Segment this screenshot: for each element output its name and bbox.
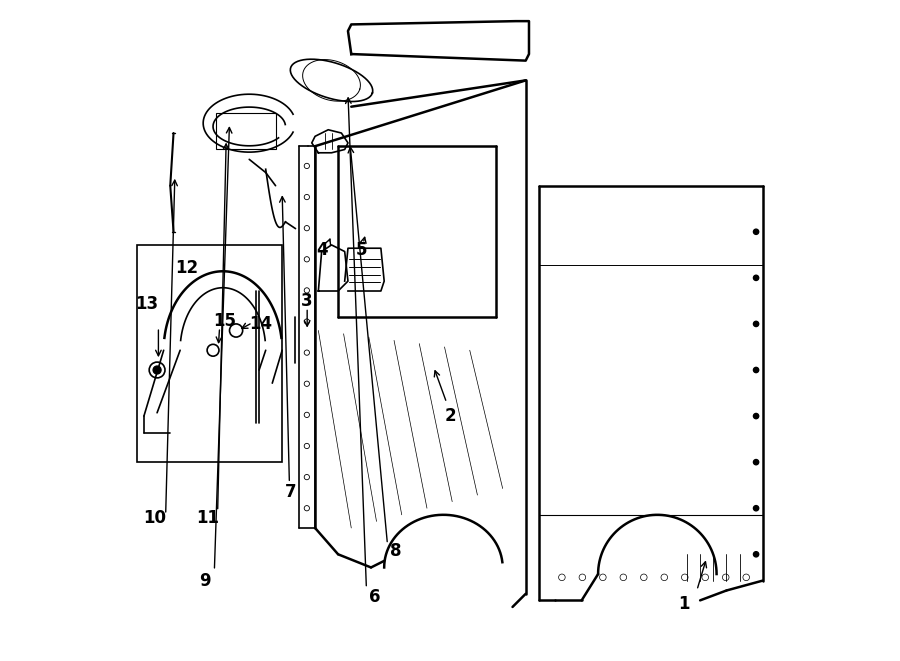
Circle shape	[153, 366, 161, 374]
Circle shape	[753, 275, 759, 280]
Text: 4: 4	[316, 241, 328, 259]
Text: 1: 1	[678, 595, 689, 613]
Text: 13: 13	[136, 295, 158, 313]
Text: 5: 5	[356, 241, 367, 259]
Text: 6: 6	[369, 588, 380, 606]
Circle shape	[753, 321, 759, 327]
Text: 10: 10	[144, 509, 166, 527]
Bar	[138, 245, 283, 462]
Text: 9: 9	[199, 572, 211, 590]
Circle shape	[753, 552, 759, 557]
Circle shape	[753, 459, 759, 465]
Text: 3: 3	[302, 292, 313, 310]
Polygon shape	[348, 21, 529, 61]
Circle shape	[753, 368, 759, 373]
Circle shape	[753, 413, 759, 418]
Text: 12: 12	[176, 259, 198, 277]
Circle shape	[753, 229, 759, 235]
Circle shape	[753, 506, 759, 511]
Text: 15: 15	[213, 311, 237, 330]
Text: 2: 2	[445, 407, 455, 425]
Text: 8: 8	[391, 542, 401, 560]
Text: 14: 14	[249, 315, 272, 333]
Text: 11: 11	[196, 509, 220, 527]
Bar	[216, 113, 275, 149]
Text: 7: 7	[285, 483, 296, 501]
